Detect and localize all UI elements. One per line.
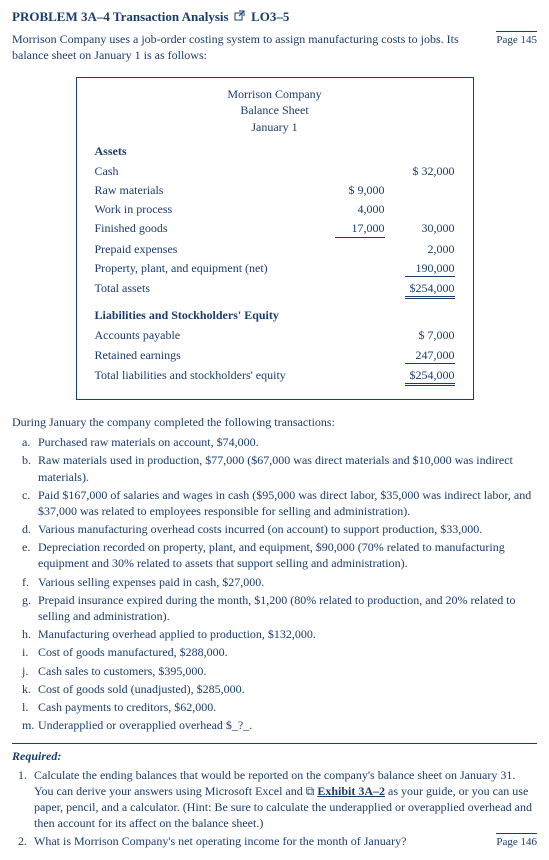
transaction-item: e.Depreciation recorded on property, pla… [22,539,537,571]
transaction-text: Prepaid insurance expired during the mon… [38,592,537,624]
balance-row: Raw materials$ 9,000 [95,182,455,198]
required-number: 2. [18,833,34,849]
transaction-item: h.Manufacturing overhead applied to prod… [22,626,537,642]
balance-col2: $ 7,000 [385,327,455,343]
transaction-letter: c. [22,487,38,519]
transaction-text: Depreciation recorded on property, plant… [38,539,537,571]
page-ref-top: Page 145 [496,31,537,48]
transaction-text: Underapplied or overapplied overhead $_?… [38,717,537,733]
balance-col2: 30,000 [385,220,455,236]
transaction-text: Cash payments to creditors, $62,000. [38,699,537,715]
transaction-item: f.Various selling expenses paid in cash,… [22,574,537,590]
required-list: 1.Calculate the ending balances that wou… [12,767,537,851]
transaction-letter: k. [22,681,38,697]
intro-text: Morrison Company uses a job-order costin… [12,31,490,63]
transaction-letter: a. [22,434,38,450]
balance-row: Accounts payable $ 7,000 [95,327,455,343]
balance-col2: 190,000 [385,260,455,277]
balance-row: Total assets $254,000 [95,280,455,299]
balance-label: Cash [95,163,315,179]
balance-row: Finished goods17,00030,000 [95,220,455,237]
transaction-letter: j. [22,663,38,679]
balance-row: Cash $ 32,000 [95,163,455,179]
balance-col1: 4,000 [315,201,385,217]
transaction-item: g.Prepaid insurance expired during the m… [22,592,537,624]
balance-col2: 247,000 [385,347,455,364]
required-item: 1.Calculate the ending balances that wou… [18,767,537,832]
transaction-letter: b. [22,452,38,484]
balance-label: Accounts payable [95,327,315,343]
balance-col1: 17,000 [315,220,385,237]
balance-label: Total assets [95,280,315,296]
export-icon [234,9,246,27]
transaction-text: Paid $167,000 of salaries and wages in c… [38,487,537,519]
balance-label: Prepaid expenses [95,241,315,257]
balance-col1: $ 9,000 [315,182,385,198]
balance-col2: $254,000 [385,280,455,299]
balance-sheet: Morrison Company Balance Sheet January 1… [76,77,474,400]
bs-company: Morrison Company [95,86,455,102]
transaction-letter: e. [22,539,38,571]
transaction-item: m.Underapplied or overapplied overhead $… [22,717,537,733]
transaction-letter: m. [22,717,38,733]
transactions-list: a.Purchased raw materials on account, $7… [12,434,537,733]
balance-label: Raw materials [95,182,315,198]
transaction-item: c.Paid $167,000 of salaries and wages in… [22,487,537,519]
transaction-text: Manufacturing overhead applied to produc… [38,626,537,642]
transaction-text: Cash sales to customers, $395,000. [38,663,537,679]
balance-row: Retained earnings 247,000 [95,347,455,364]
transaction-letter: h. [22,626,38,642]
transaction-text: Raw materials used in production, $77,00… [38,452,537,484]
required-text: Calculate the ending balances that would… [34,767,537,832]
transaction-item: b.Raw materials used in production, $77,… [22,452,537,484]
balance-row: Work in process4,000 [95,201,455,217]
balance-col2: 2,000 [385,241,455,257]
required-number: 1. [18,767,34,783]
transactions-intro: During January the company completed the… [12,414,537,430]
transaction-letter: i. [22,644,38,660]
transaction-letter: g. [22,592,38,624]
transaction-letter: d. [22,521,38,537]
transaction-text: Various selling expenses paid in cash, $… [38,574,537,590]
balance-label: Retained earnings [95,347,315,363]
balance-label: Work in process [95,201,315,217]
problem-header: PROBLEM 3A–4 Transaction Analysis LO3–5 [12,8,537,27]
lo-label: LO3–5 [251,9,289,24]
transaction-text: Cost of goods manufactured, $288,000. [38,644,537,660]
transaction-letter: f. [22,574,38,590]
transaction-text: Purchased raw materials on account, $74,… [38,434,537,450]
transaction-text: Cost of goods sold (unadjusted), $285,00… [38,681,537,697]
link-icon: ⧉ [306,784,318,798]
balance-row: Total liabilities and stockholders' equi… [95,367,455,386]
transaction-item: d.Various manufacturing overhead costs i… [22,521,537,537]
transaction-letter: l. [22,699,38,715]
bs-title: Balance Sheet [95,102,455,118]
required-header: Required: [12,743,537,764]
assets-header: Assets [95,143,455,159]
transaction-item: k.Cost of goods sold (unadjusted), $285,… [22,681,537,697]
exhibit-link[interactable]: Exhibit 3A–2 [317,784,385,798]
balance-label: Property, plant, and equipment (net) [95,260,315,276]
balance-col2: $ 32,000 [385,163,455,179]
required-item: 2.What is Morrison Company's net operati… [18,833,537,850]
balance-label: Finished goods [95,220,315,236]
balance-row: Prepaid expenses 2,000 [95,241,455,257]
transaction-item: i.Cost of goods manufactured, $288,000. [22,644,537,660]
liab-header: Liabilities and Stockholders' Equity [95,307,455,323]
balance-col2: $254,000 [385,367,455,386]
intro-row: Morrison Company uses a job-order costin… [12,31,537,63]
transaction-item: j.Cash sales to customers, $395,000. [22,663,537,679]
transaction-text: Various manufacturing overhead costs inc… [38,521,537,537]
problem-label: PROBLEM 3A–4 Transaction Analysis [12,9,229,24]
required-text: What is Morrison Company's net operating… [34,833,490,849]
page-ref-bottom: Page 146 [496,833,537,850]
transaction-item: a.Purchased raw materials on account, $7… [22,434,537,450]
bs-date: January 1 [95,119,455,135]
transaction-item: l.Cash payments to creditors, $62,000. [22,699,537,715]
balance-label: Total liabilities and stockholders' equi… [95,367,315,383]
balance-row: Property, plant, and equipment (net) 190,… [95,260,455,277]
